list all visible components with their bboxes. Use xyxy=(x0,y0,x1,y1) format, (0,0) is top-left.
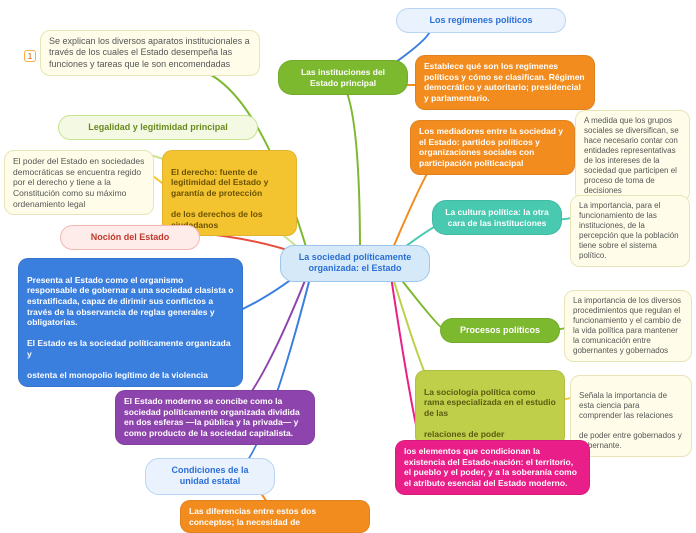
text: los elementos que condicionan la existen… xyxy=(404,446,577,488)
node-presenta-estado[interactable]: Presenta al Estado como el organismo res… xyxy=(18,258,243,387)
text: El poder del Estado en sociedades democr… xyxy=(13,156,144,209)
text: El Estado moderno se concibe como la soc… xyxy=(124,396,300,438)
node-instituciones-principal[interactable]: Las instituciones del Estado principal xyxy=(278,60,408,95)
node-regimenes-politicos[interactable]: Los regímenes políticos xyxy=(396,8,566,33)
node-nocion-estado[interactable]: Noción del Estado xyxy=(60,225,200,250)
node-mediadores[interactable]: Los mediadores entre la sociedad y el Es… xyxy=(410,120,575,175)
text: El derecho: fuente de legitimidad del Es… xyxy=(171,167,268,230)
text: A medida que los grupos sociales se dive… xyxy=(584,116,679,195)
text: Se explican los diversos aparatos instit… xyxy=(49,36,250,69)
label: Procesos políticos xyxy=(460,325,540,335)
text: Los mediadores entre la sociedad y el Es… xyxy=(419,126,563,168)
text: La sociología política como rama especia… xyxy=(424,387,556,440)
label: Condiciones de la unidad estatal xyxy=(171,465,248,486)
node-root[interactable]: La sociedad políticamente organizada: el… xyxy=(280,245,430,282)
label: La cultura política: la otra cara de las… xyxy=(445,207,548,228)
label: Las instituciones del Estado principal xyxy=(301,67,385,88)
node-poder-estado[interactable]: El poder del Estado en sociedades democr… xyxy=(4,150,154,215)
badge-1: 1 xyxy=(24,50,36,62)
label: Legalidad y legitimidad principal xyxy=(88,122,228,132)
node-instituciones-desc[interactable]: Se explican los diversos aparatos instit… xyxy=(40,30,260,76)
node-diferencias[interactable]: Las diferencias entre estos dos concepto… xyxy=(180,500,370,533)
text: Establece qué son los regímenes político… xyxy=(424,61,585,103)
node-sociologia-politica[interactable]: La sociología política como rama especia… xyxy=(415,370,565,446)
text: La importancia de los diversos procedimi… xyxy=(573,296,681,355)
text: Presenta al Estado como el organismo res… xyxy=(27,275,233,381)
text: Las diferencias entre estos dos concepto… xyxy=(189,506,316,527)
node-estado-moderno[interactable]: El Estado moderno se concibe como la soc… xyxy=(115,390,315,445)
text: La importancia, para el funcionamiento d… xyxy=(579,201,679,260)
label: Los regímenes políticos xyxy=(429,15,532,25)
node-regimenes-desc[interactable]: Establece qué son los regímenes político… xyxy=(415,55,595,110)
node-cultura-desc[interactable]: La importancia, para el funcionamiento d… xyxy=(570,195,690,267)
node-condiciones[interactable]: Condiciones de la unidad estatal xyxy=(145,458,275,495)
node-legalidad[interactable]: Legalidad y legitimidad principal xyxy=(58,115,258,140)
node-procesos-politicos[interactable]: Procesos políticos xyxy=(440,318,560,343)
node-derecho[interactable]: El derecho: fuente de legitimidad del Es… xyxy=(162,150,297,236)
node-cultura-politica[interactable]: La cultura política: la otra cara de las… xyxy=(432,200,562,235)
text: Señala la importancia de esta ciencia pa… xyxy=(579,391,682,450)
label: Noción del Estado xyxy=(91,232,170,242)
node-procesos-desc[interactable]: La importancia de los diversos procedimi… xyxy=(564,290,692,362)
node-mediadores-desc[interactable]: A medida que los grupos sociales se dive… xyxy=(575,110,690,202)
label: La sociedad políticamente organizada: el… xyxy=(299,252,412,273)
node-elementos-estado[interactable]: los elementos que condicionan la existen… xyxy=(395,440,590,495)
